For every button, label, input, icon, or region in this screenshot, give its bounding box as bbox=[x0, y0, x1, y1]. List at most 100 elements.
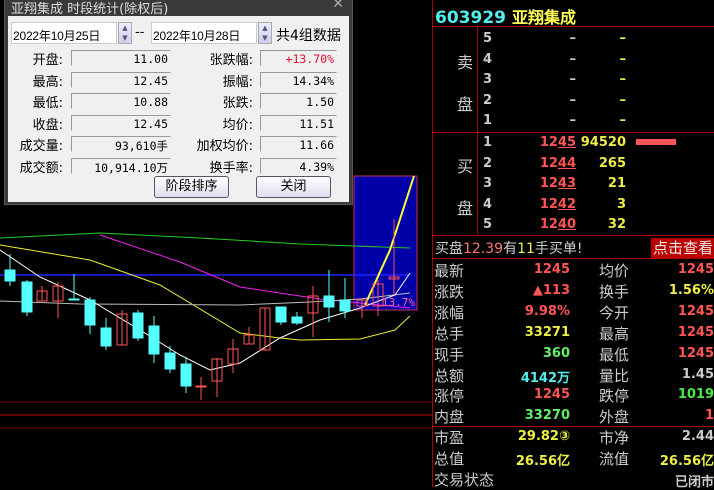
candle-body bbox=[84, 299, 96, 326]
candle-body bbox=[52, 285, 64, 302]
candle-body bbox=[211, 358, 223, 382]
stock-code: 603929 bbox=[435, 8, 506, 28]
candle-body bbox=[21, 281, 33, 313]
stat-value: 29.82③ bbox=[517, 429, 570, 444]
sell-price: – bbox=[569, 92, 577, 108]
stat-value: 1.50 bbox=[260, 93, 337, 109]
candle-body bbox=[291, 316, 303, 324]
stat-value: 11.00 bbox=[71, 50, 171, 66]
stat-value: 1245 bbox=[533, 387, 570, 403]
buy-price: 1242 bbox=[539, 196, 576, 212]
stat-value: 1.45 bbox=[681, 366, 714, 382]
ma-line bbox=[0, 244, 411, 341]
sell-price: – bbox=[569, 113, 577, 129]
buy-level: 5 bbox=[483, 217, 493, 233]
stat-value: 已闭市 bbox=[674, 475, 714, 490]
stat-label: 量比 bbox=[599, 366, 630, 385]
sell-price: – bbox=[569, 51, 577, 67]
candle-body bbox=[180, 363, 192, 387]
buy-label: 买 bbox=[457, 157, 474, 176]
stat-value: 14.34% bbox=[260, 71, 337, 88]
sell-volume: – bbox=[619, 113, 627, 129]
buy-label: 盘 bbox=[457, 199, 474, 218]
stat-label: 流值 bbox=[599, 450, 630, 468]
stat-value: 4.39% bbox=[260, 157, 337, 174]
stat-label: 总额 bbox=[434, 366, 465, 385]
stat-label: 换手 bbox=[599, 282, 630, 301]
stat-value: 1019 bbox=[677, 387, 714, 403]
stat-label: 涨幅 bbox=[434, 303, 465, 322]
stat-value: 1245 bbox=[677, 324, 714, 340]
stat-label: 今开 bbox=[599, 303, 630, 322]
candle-body bbox=[259, 307, 271, 351]
ma-line bbox=[0, 232, 411, 249]
buy-volume: 265 bbox=[598, 155, 626, 171]
buy-price: 1245 bbox=[539, 135, 576, 150]
sort-button[interactable]: 阶段排序 bbox=[154, 176, 229, 198]
candle-body bbox=[339, 299, 351, 312]
buy-price: 1240 bbox=[539, 217, 576, 233]
candle-body bbox=[243, 334, 255, 345]
sell-price: – bbox=[569, 31, 577, 46]
count-text: 共4组数据 bbox=[276, 28, 341, 44]
sell-label: 卖 bbox=[457, 53, 474, 72]
sell-volume: – bbox=[619, 72, 627, 88]
stat-label: 涨跌 bbox=[434, 282, 465, 301]
stat-label: 张跌幅: bbox=[209, 53, 253, 68]
buy-volume: 94520 bbox=[580, 135, 626, 150]
sell-volume: – bbox=[619, 92, 627, 108]
start-date-field[interactable]: 2022年10月25日 bbox=[11, 22, 117, 44]
sell-price: – bbox=[569, 72, 577, 88]
stat-label: 总手 bbox=[434, 324, 465, 343]
sell-level: 1 bbox=[483, 113, 493, 129]
candle-body bbox=[132, 312, 144, 339]
candle-body bbox=[227, 348, 239, 365]
stat-value: 4142万 bbox=[520, 370, 570, 386]
stat-label: 均价: bbox=[222, 117, 253, 133]
stat-label: 涨停 bbox=[434, 387, 465, 406]
stat-label: 内盘 bbox=[434, 408, 465, 427]
stat-value: 12.45 bbox=[71, 71, 171, 88]
stat-label: 市净 bbox=[599, 429, 630, 447]
buy-level: 1 bbox=[483, 135, 493, 150]
view-button[interactable]: 点击查看 bbox=[650, 237, 714, 258]
sell-label: 盘 bbox=[457, 95, 474, 114]
sell-level: 3 bbox=[483, 72, 493, 88]
stat-value: 1245 bbox=[677, 345, 714, 361]
stat-label: 张跌: bbox=[222, 96, 253, 111]
stat-label: 最低: bbox=[32, 96, 63, 111]
stat-label: 市盈 bbox=[434, 429, 465, 447]
stat-value: +13.70% bbox=[260, 50, 337, 66]
buy-volume: 32 bbox=[607, 217, 626, 233]
stat-label: 成交额: bbox=[19, 160, 63, 176]
close-button[interactable]: 关闭 bbox=[256, 176, 331, 198]
sell-level: 2 bbox=[483, 92, 493, 108]
buy-level: 2 bbox=[483, 155, 493, 171]
start-date-spinner[interactable]: ▲ ▼ bbox=[118, 22, 132, 44]
buy-volume: 21 bbox=[607, 176, 626, 192]
stat-label: 最高: bbox=[32, 74, 63, 90]
dialog-title: 亚翔集成 时段统计(除权后) bbox=[11, 2, 169, 17]
period-stats-dialog: 亚翔集成 时段统计(除权后) ✕ 2022年10月25日 ▲ ▼ -- 2022年… bbox=[4, 0, 353, 205]
candle-body bbox=[372, 283, 384, 307]
stat-label: 开盘: bbox=[32, 53, 63, 68]
end-date-spinner[interactable]: ▲ ▼ bbox=[258, 22, 272, 44]
stat-value: 10,914.10万 bbox=[71, 157, 171, 175]
stat-label: 最低 bbox=[599, 345, 630, 364]
order-banner: 买盘12.39有11手买单! bbox=[435, 240, 583, 257]
stat-value: 2.44 bbox=[681, 429, 714, 444]
stat-label: 最高 bbox=[599, 324, 630, 343]
stat-value: 1245 bbox=[677, 303, 714, 319]
end-date-field[interactable]: 2022年10月28日 bbox=[151, 22, 257, 44]
stat-label: 加权均价: bbox=[196, 139, 253, 154]
stat-value: 1 bbox=[704, 408, 714, 424]
stock-header: 603929 亚翔集成 bbox=[435, 4, 576, 28]
buy-price: 1243 bbox=[539, 176, 576, 192]
kline-chart[interactable]: 13.7% bbox=[0, 0, 432, 487]
candle-body bbox=[68, 298, 80, 301]
buy-level: 4 bbox=[483, 196, 493, 212]
candle-body bbox=[100, 327, 112, 347]
close-icon[interactable]: ✕ bbox=[332, 0, 344, 12]
candle-body bbox=[388, 276, 400, 280]
candle-body bbox=[307, 295, 319, 314]
